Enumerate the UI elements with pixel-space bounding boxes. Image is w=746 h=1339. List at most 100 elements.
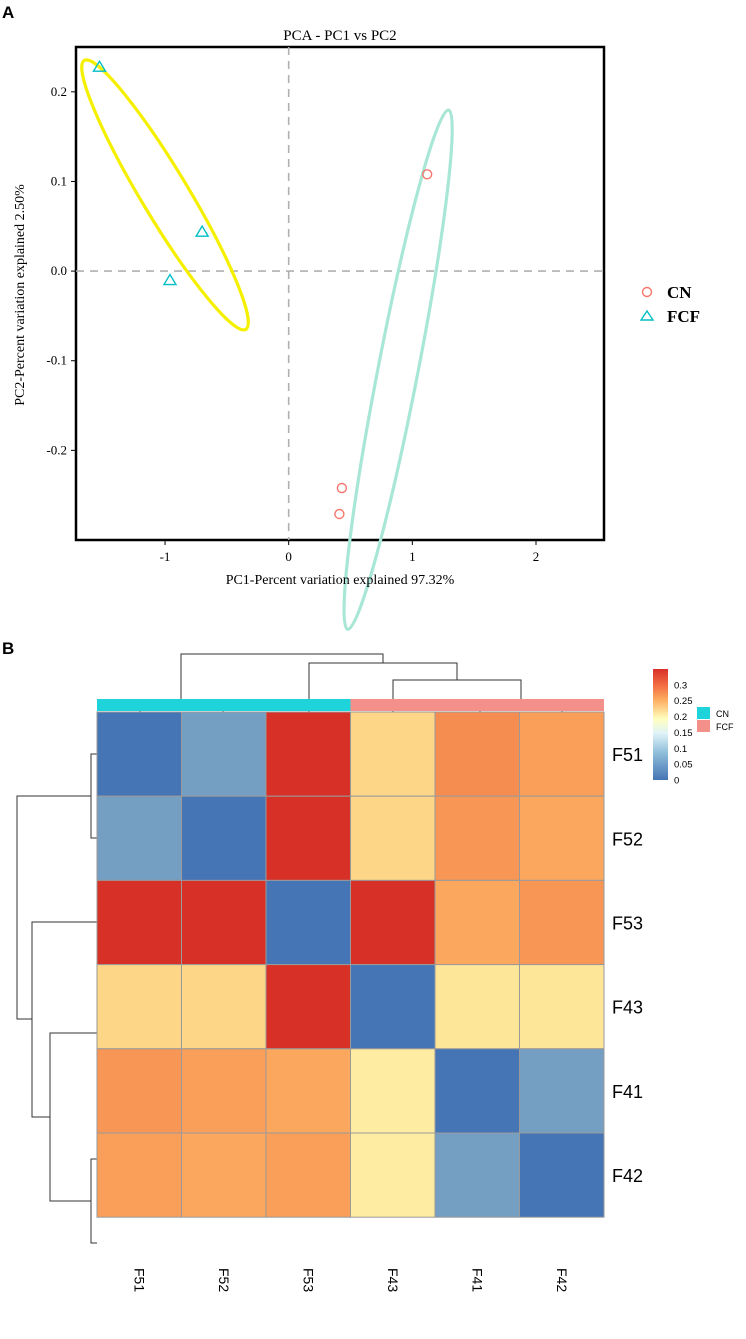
- pca-y-tick-label: -0.1: [46, 353, 67, 368]
- heatmap-column-label: F51: [131, 1268, 147, 1292]
- heatmap-row-label: F51: [612, 745, 643, 765]
- heatmap-cell: [350, 879, 436, 966]
- heatmap-cell: [265, 1048, 351, 1134]
- heatmap-row-labels: F51 F52 F53 F43 F41 F42: [612, 745, 643, 1186]
- pca-y-tick-label: 0.0: [51, 263, 67, 278]
- legend-cn-label: CN: [667, 283, 692, 302]
- heatmap-group-legend: CN FCF: [697, 707, 734, 732]
- heatmap-cell: [265, 711, 351, 797]
- colorbar-tick-label: 0.3: [674, 680, 687, 691]
- heatmap-cell: [519, 711, 605, 797]
- heatmap-column-label: F52: [216, 1268, 232, 1292]
- colorbar-tick-label: 0.1: [674, 744, 687, 755]
- heatmap-cell: [434, 795, 520, 881]
- heatmap-legend-fcf: FCF: [716, 722, 734, 732]
- panel-a-label: A: [2, 3, 14, 22]
- legend-fcf-label: FCF: [667, 307, 700, 326]
- row-dendro-link-4: [31, 921, 97, 1118]
- heatmap-cell: [350, 795, 436, 881]
- heatmap-cell: [434, 1132, 520, 1218]
- heatmap-cell: [519, 1048, 605, 1134]
- colorbar-tick-label: 0.05: [674, 760, 693, 771]
- heatmap-column-label: F41: [469, 1268, 485, 1292]
- pca-legend: CN FCF: [639, 283, 700, 326]
- heatmap-row-label: F41: [612, 1082, 643, 1102]
- heatmap-cell: [434, 879, 520, 966]
- pca-point-cn: [334, 508, 345, 520]
- heatmap-cell: [96, 964, 182, 1050]
- heatmap-column-label: F42: [554, 1268, 570, 1292]
- ellipse-cn: [342, 108, 454, 631]
- heatmap-column-labels: F51 F52 F53 F43 F41 F42: [131, 1268, 570, 1292]
- pca-x-tick-label: 2: [533, 549, 540, 564]
- heatmap-cell: [519, 1132, 605, 1218]
- group-bar-cell-fcf: [435, 699, 520, 711]
- colorbar: [653, 669, 668, 780]
- heatmap-row-label: F52: [612, 829, 643, 849]
- ellipse-fcf: [80, 58, 250, 332]
- pca-plot-frame: [74, 45, 606, 542]
- heatmap-cell: [265, 1132, 351, 1218]
- heatmap-cell: [519, 964, 605, 1050]
- pca-y-tick-label: -0.2: [46, 442, 67, 457]
- heatmap-cell: [350, 711, 436, 797]
- pca-point-fcf: [194, 224, 210, 237]
- pca-y-tick-label: 0.2: [51, 84, 67, 99]
- heatmap-cell: [350, 1132, 436, 1218]
- heatmap-cell: [181, 964, 267, 1050]
- pca-x-tick-label: -1: [160, 549, 171, 564]
- row-dendro-link-3: [49, 1032, 97, 1202]
- colorbar-tick-label: 0.2: [674, 712, 687, 723]
- heatmap-cell: [96, 795, 182, 881]
- heatmap-cell: [96, 879, 182, 966]
- pca-y-tick-label: 0.1: [51, 173, 67, 188]
- pca-y-label: PC2-Percent variation explained 2.50%: [13, 184, 28, 406]
- row-dendro-link-1: [90, 753, 97, 839]
- pca-x-label: PC1-Percent variation explained 97.32%: [226, 573, 455, 588]
- group-bar-cell-cn: [181, 699, 266, 711]
- heatmap-legend-cn: CN: [716, 709, 729, 719]
- heatmap-row-label: F43: [612, 998, 643, 1018]
- heatmap-cell: [350, 1048, 436, 1134]
- group-bar-cell-cn: [97, 699, 182, 711]
- heatmap-cell: [350, 964, 436, 1050]
- heatmap-cell: [434, 964, 520, 1050]
- heatmap-cell: [265, 795, 351, 881]
- col-dendro-link-5: [180, 653, 384, 707]
- legend-fcf-marker: [639, 309, 655, 321]
- heatmap-cell: [96, 711, 182, 797]
- colorbar-tick-label: 0.15: [674, 728, 693, 739]
- heatmap-cell: [181, 879, 267, 966]
- heatmap: [96, 711, 605, 1218]
- pca-point-fcf: [92, 59, 107, 72]
- pca-point-cn: [336, 482, 348, 494]
- column-group-bar: [97, 699, 604, 711]
- legend-cn-swatch: [697, 707, 710, 719]
- heatmap-cell: [96, 1132, 182, 1218]
- heatmap-cell: [265, 964, 351, 1050]
- row-dendro-link-2: [90, 1158, 97, 1244]
- heatmap-cell: [434, 711, 520, 797]
- heatmap-cell: [265, 879, 351, 966]
- group-bar-cell-cn: [266, 699, 351, 711]
- group-bar-cell-fcf: [350, 699, 435, 711]
- heatmap-cell: [96, 1048, 182, 1134]
- pca-point-fcf: [162, 273, 178, 286]
- pca-x-tick-label: 1: [409, 549, 416, 564]
- heatmap-row-label: F53: [612, 914, 643, 934]
- pca-x-tick-label: 0: [285, 549, 292, 564]
- heatmap-cell: [181, 1132, 267, 1218]
- heatmap-cell: [181, 1048, 267, 1134]
- group-bar-cell-fcf: [519, 699, 604, 711]
- heatmap-cell: [519, 879, 605, 966]
- heatmap-column-label: F43: [385, 1268, 401, 1292]
- heatmap-row-label: F42: [612, 1166, 643, 1186]
- colorbar-tick-label: 0.25: [674, 696, 693, 707]
- legend-fcf-swatch: [697, 720, 710, 732]
- row-dendro-link-5: [16, 795, 91, 1020]
- legend-cn-marker: [641, 286, 653, 298]
- heatmap-cell: [519, 795, 605, 881]
- colorbar-ticks: 0.3 0.25 0.2 0.15 0.1 0.05 0: [674, 680, 693, 786]
- heatmap-cell: [434, 1048, 520, 1134]
